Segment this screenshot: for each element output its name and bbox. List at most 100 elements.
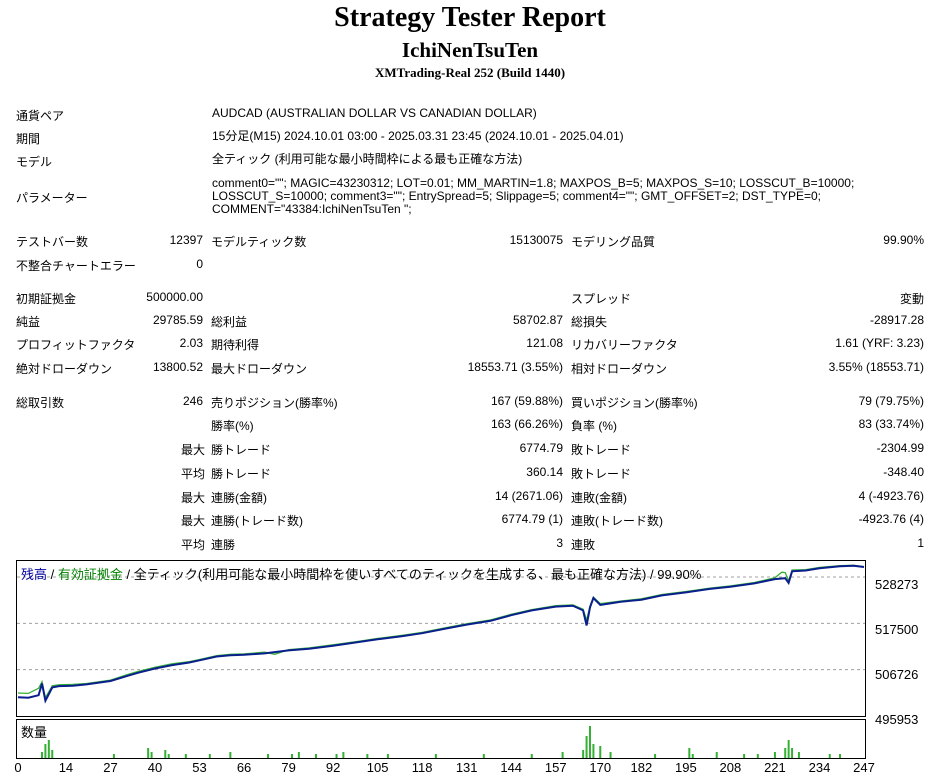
consec-loss-trades-value: -4923.76 (4)	[858, 512, 924, 526]
chart-legend: 残高 / 有効証拠金 / 全ティック(利用可能な最小時間枠を使いすべてのティック…	[21, 564, 701, 583]
gross-profit-label: 総利益	[211, 315, 248, 329]
consec-win-trades-label: 連勝(トレード数)	[211, 514, 303, 528]
ea-name: IchiNenTsuTen	[401, 38, 539, 62]
period-label: 期間	[16, 132, 41, 146]
params-value: comment0=""; MAGIC=43230312; LOT=0.01; M…	[212, 177, 854, 216]
stats-row: 最大 勝トレード 6774.79 敗トレード -2304.99	[0, 441, 940, 457]
spread-value: 変動	[899, 292, 924, 306]
avg-loss-label: 敗トレード	[571, 467, 632, 481]
short-value: 167 (59.88%)	[490, 394, 563, 408]
expected-value: 121.08	[526, 336, 563, 350]
x-tick-label: 40	[147, 760, 163, 775]
x-tick-label: 14	[58, 760, 74, 775]
pf-value: 2.03	[179, 336, 203, 350]
avg-consec-loss-label: 連敗	[571, 538, 596, 552]
long-label: 買いポジション(勝率%)	[571, 396, 698, 410]
x-tick-label: 170	[589, 760, 612, 775]
mismatch-value: 0	[196, 257, 203, 271]
recovery-value: 1.61 (YRF: 3.23)	[835, 336, 924, 350]
stats-row: 最大 連勝(トレード数) 6774.79 (1) 連敗(トレード数) -4923…	[0, 512, 940, 528]
largest-win-label: 勝トレード	[211, 443, 272, 457]
consec-win-money-label: 連勝(金額)	[211, 491, 267, 505]
consec-loss-money-label: 連敗(金額)	[571, 491, 627, 505]
consec-loss-trades-label: 連敗(トレード数)	[571, 514, 663, 528]
stats-row: プロフィットファクタ 2.03 期待利得 121.08 リカバリーファクタ 1.…	[0, 336, 940, 352]
params-line: comment0=""; MAGIC=43230312; LOT=0.01; M…	[212, 176, 855, 190]
avg-consec-win-value: 3	[556, 536, 563, 550]
max-label: 最大	[180, 491, 205, 505]
balance-chart: 残高 / 有効証拠金 / 全ティック(利用可能な最小時間枠を使いすべてのティック…	[16, 560, 866, 717]
avg-consec-loss-value: 1	[917, 536, 924, 550]
stats-row: 不整合チャートエラー 0	[0, 257, 940, 273]
x-tick-label: 157	[544, 760, 567, 775]
model-value: 全ティック (利用可能な最小時間枠による最も正確な方法)	[212, 152, 523, 166]
gross-loss-value: -28917.28	[869, 313, 924, 327]
rel-dd-label: 相対ドローダウン	[571, 362, 668, 376]
legend-equity: 有効証拠金	[57, 567, 123, 582]
consec-win-money-value: 14 (2671.06)	[494, 489, 563, 503]
x-tick-label: 0	[14, 760, 22, 775]
trades-value: 246	[182, 394, 203, 408]
x-tick-label: 182	[630, 760, 653, 775]
avg-win-label: 勝トレード	[211, 467, 272, 481]
avg-label: 平均	[180, 538, 205, 552]
consec-win-trades-value: 6774.79 (1)	[501, 512, 563, 526]
balance-chart-svg	[17, 564, 865, 704]
max-dd-label: 最大ドローダウン	[211, 362, 308, 376]
quality-label: モデリング品質	[571, 235, 656, 249]
stats-row: テストバー数 12397 モデルティック数 15130075 モデリング品質 9…	[0, 233, 940, 249]
x-tick-label: 208	[719, 760, 742, 775]
max-label: 最大	[180, 443, 205, 457]
abs-dd-label: 絶対ドローダウン	[16, 362, 113, 376]
loss-rate-label: 負率 (%)	[571, 419, 617, 433]
x-tick-label: 195	[675, 760, 697, 775]
max-dd-value: 18553.71 (3.55%)	[467, 360, 563, 374]
stats-row: 初期証拠金 500000.00 スプレッド 変動	[0, 290, 940, 306]
net-label: 純益	[16, 315, 41, 329]
avg-loss-value: -348.40	[883, 465, 924, 479]
x-tick-label: 53	[192, 760, 207, 775]
report-title: Strategy Tester Report	[334, 2, 606, 33]
rel-dd-value: 3.55% (18553.71)	[828, 360, 924, 374]
avg-label: 平均	[180, 467, 205, 481]
deposit-value: 500000.00	[146, 290, 203, 304]
gross-loss-label: 総損失	[571, 315, 608, 329]
win-rate-label: 勝率(%)	[211, 419, 254, 433]
recovery-label: リカバリーファクタ	[571, 338, 678, 352]
x-tick-label: 131	[455, 760, 478, 775]
x-tick-label: 234	[808, 760, 831, 775]
stats-row: 最大 連勝(金額) 14 (2671.06) 連敗(金額) 4 (-4923.7…	[0, 489, 940, 505]
x-tick-label: 105	[366, 760, 389, 775]
legend-description: / 全ティック(利用可能な最小時間枠を使いすべてのティックを生成する、最も正確な…	[122, 567, 702, 582]
stats-row: 勝率(%) 163 (66.26%) 負率 (%) 83 (33.74%)	[0, 417, 940, 433]
y-tick-label: 528273	[875, 577, 919, 592]
pair-value: AUDCAD (AUSTRALIAN DOLLAR VS CANADIAN DO…	[212, 106, 537, 120]
quality-value: 99.90%	[883, 233, 924, 247]
legend-balance: 残高	[21, 567, 48, 582]
period-value: 15分足(M15) 2024.10.01 03:00 - 2025.03.31 …	[212, 129, 624, 143]
short-label: 売りポジション(勝率%)	[211, 396, 338, 410]
volume-chart: 数量	[16, 719, 866, 759]
mismatch-label: 不整合チャートエラー	[16, 259, 136, 273]
ticks-value: 15130075	[509, 233, 563, 247]
pair-label: 通貨ペア	[16, 109, 65, 123]
largest-loss-label: 敗トレード	[571, 443, 632, 457]
gross-profit-value: 58702.87	[512, 313, 563, 327]
x-tick-label: 66	[236, 760, 252, 775]
avg-win-value: 360.14	[526, 465, 563, 479]
consec-loss-money-value: 4 (-4923.76)	[858, 489, 924, 503]
volume-chart-svg	[40, 726, 842, 758]
params-line: COMMENT="43384:IchiNenTsuTen ";	[212, 202, 412, 216]
params-line: LOSSCUT_S=10000; comment3=""; EntrySprea…	[212, 189, 821, 203]
params-label: パラメーター	[16, 191, 88, 205]
max-label: 最大	[180, 514, 205, 528]
spread-label: スプレッド	[571, 292, 632, 306]
x-tick-label: 79	[281, 760, 296, 775]
stats-row: 平均 勝トレード 360.14 敗トレード -348.40	[0, 465, 940, 481]
volume-label: 数量	[21, 725, 48, 740]
y-tick-label: 495953	[875, 712, 919, 727]
stats-row: 総取引数 246 売りポジション(勝率%) 167 (59.88%) 買いポジシ…	[0, 394, 940, 410]
stats-row: 純益 29785.59 総利益 58702.87 総損失 -28917.28	[0, 313, 940, 329]
largest-loss-value: -2304.99	[876, 441, 924, 455]
y-tick-label: 517500	[875, 622, 919, 637]
